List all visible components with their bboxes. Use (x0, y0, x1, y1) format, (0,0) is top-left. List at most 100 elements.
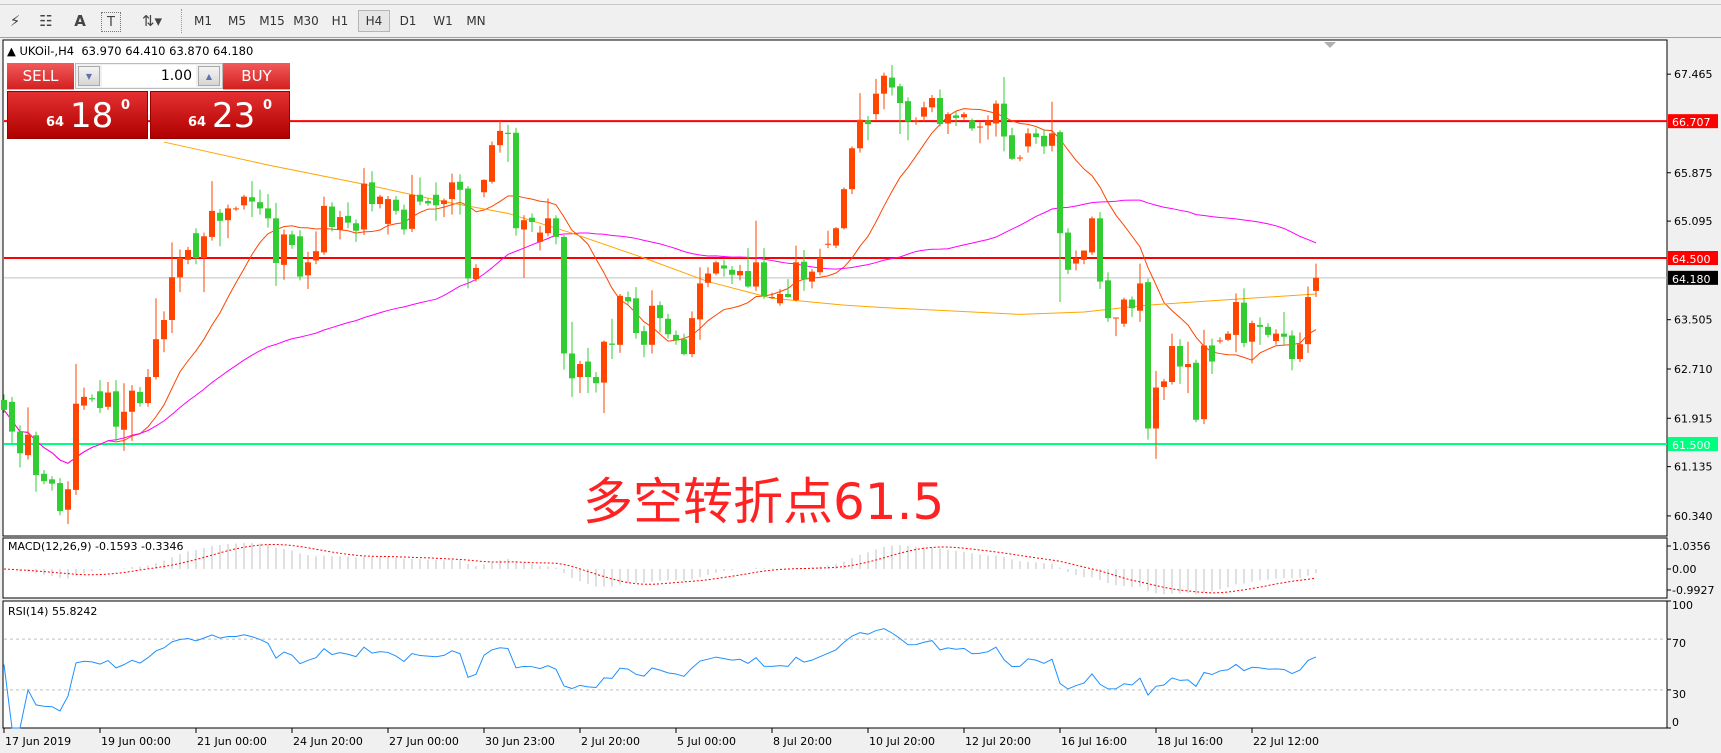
candle-bear (265, 208, 271, 219)
time-tick-label: 17 Jun 2019 (5, 735, 71, 748)
time-tick-label: 2 Jul 20:00 (581, 735, 640, 748)
candle-bull (689, 318, 695, 355)
candle-bull (913, 120, 919, 122)
candle-bull (1225, 333, 1231, 340)
collapse-triangle-icon[interactable]: ▲ (7, 44, 20, 58)
candle-bear (97, 391, 103, 409)
annotation-text: 多空转折点61.5 (583, 473, 945, 531)
sell-button[interactable]: SELL (7, 63, 74, 90)
timeframe-m30[interactable]: M30 (293, 14, 319, 28)
time-tick-label: 10 Jul 20:00 (869, 735, 935, 748)
candle-bull (737, 271, 743, 276)
time-tick-label: 5 Jul 00:00 (677, 735, 736, 748)
candle-bear (721, 265, 727, 269)
arrows-dropdown-icon[interactable]: ⇅▾ (141, 12, 163, 30)
macd-tick-label: 0.00 (1672, 563, 1697, 576)
candle-bear (137, 391, 143, 404)
price-tick-label: 61.915 (1674, 412, 1713, 425)
rsi-pane[interactable] (2, 600, 1668, 729)
moving-average-fast (3, 108, 1317, 464)
chart-shift-marker-icon[interactable] (1324, 42, 1336, 48)
macd-tick-label: -0.9927 (1672, 584, 1714, 597)
candle-bull (129, 390, 135, 412)
timeframe-m15[interactable]: M15 (259, 14, 285, 28)
candle-bear (529, 217, 535, 223)
candle-bear (1105, 280, 1111, 319)
candle-bear (593, 377, 599, 384)
timeframe-d1[interactable]: D1 (399, 14, 417, 28)
buy-price-button[interactable]: 64 23 0 (150, 91, 290, 139)
candle-bear (273, 218, 279, 263)
candle-bear (401, 209, 407, 230)
candle-bull (1217, 340, 1223, 342)
timeframe-mn[interactable]: MN (466, 14, 486, 28)
candle-bear (761, 262, 767, 297)
candle-bear (329, 206, 335, 227)
candle-bear (1281, 333, 1287, 337)
price-tick-label: 62.710 (1674, 363, 1713, 376)
candle-bull (769, 297, 775, 299)
candle-bear (937, 98, 943, 125)
candle-bear (393, 199, 399, 211)
level-price-label: 64.500 (1672, 253, 1711, 266)
timeframe-w1[interactable]: W1 (433, 14, 453, 28)
candle-bull (1073, 258, 1079, 264)
candle-bear (465, 188, 471, 279)
candle-bear (1241, 302, 1247, 343)
fibonacci-icon[interactable]: ☷ (39, 12, 53, 30)
candle-bear (345, 215, 351, 223)
candle-bull (753, 262, 759, 287)
candle-bull (441, 200, 447, 205)
text-label-icon[interactable]: T (101, 12, 121, 32)
candle-bear (33, 435, 39, 475)
lot-size-input[interactable]: 1.00 (102, 65, 196, 87)
candle-bull (497, 130, 503, 146)
rsi-tick-label: 70 (1672, 637, 1686, 650)
candle-bull (793, 262, 799, 301)
candle-bear (1041, 135, 1047, 147)
elliott-wave-icon[interactable]: ⚡ (9, 12, 21, 30)
timeframe-m1[interactable]: M1 (194, 14, 212, 28)
candle-bull (337, 217, 343, 230)
buy-button[interactable]: BUY (223, 63, 290, 90)
candle-bear (89, 398, 95, 400)
timeframe-h1[interactable]: H1 (331, 14, 349, 28)
candle-bear (113, 391, 119, 427)
chart-window[interactable]: 66.707 64.500 61.500 64.180 67.465 65.875 65.0… (0, 38, 1721, 753)
candle-bear (457, 181, 463, 190)
candle-bear (585, 361, 591, 378)
level-price-tag (1668, 114, 1718, 129)
candle-bear (1193, 362, 1199, 420)
toolbar: ⚡ ☷ A T ⇅▾ M1 M5 M15 M30 H1 H4 D1 W1 MN (0, 5, 1721, 38)
lot-increase-button[interactable]: ▲ (198, 66, 220, 86)
candle-bear (657, 305, 663, 319)
candle-bear (625, 297, 631, 302)
sell-price-button[interactable]: 64 18 0 (7, 91, 148, 139)
candle-bear (785, 293, 791, 298)
candle-bear (561, 236, 567, 354)
time-tick-label: 19 Jun 00:00 (101, 735, 171, 748)
candle-bull (1313, 277, 1319, 291)
timeframe-h4[interactable]: H4 (358, 10, 390, 32)
candle-bear (1001, 103, 1007, 137)
lot-decrease-button[interactable]: ▼ (78, 66, 100, 86)
candle-bull (209, 210, 215, 237)
candle-bull (281, 234, 287, 265)
text-icon[interactable]: A (74, 12, 86, 30)
timeframe-m5[interactable]: M5 (228, 14, 246, 28)
candle-bull (841, 189, 847, 229)
macd-pane[interactable] (2, 537, 1668, 599)
candle-bear (553, 218, 559, 237)
candle-bull (481, 179, 487, 193)
price-tick-label: 65.875 (1674, 167, 1713, 180)
candle-bear (41, 473, 47, 482)
candle-bull (705, 273, 711, 283)
candle-bear (1033, 133, 1039, 138)
candle-bull (985, 120, 991, 126)
time-tick-label: 12 Jul 20:00 (965, 735, 1031, 748)
candle-bear (1265, 326, 1271, 335)
candle-bull (1049, 133, 1055, 146)
candle-bull (825, 243, 831, 245)
candle-bull (537, 232, 543, 242)
symbol-header: ▲ UKOil-,H4 63.970 64.410 63.870 64.180 (7, 44, 253, 58)
